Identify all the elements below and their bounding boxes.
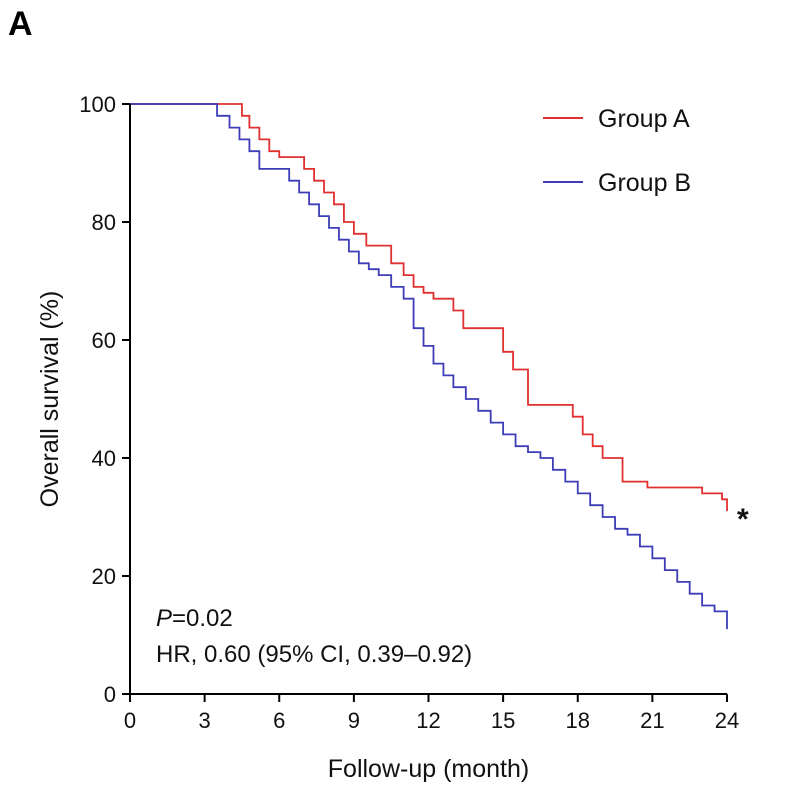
y-tick-label: 20 [92, 564, 116, 589]
y-tick-label: 40 [92, 446, 116, 471]
y-tick-label: 60 [92, 328, 116, 353]
x-tick-label: 12 [416, 708, 440, 733]
x-tick-label: 18 [566, 708, 590, 733]
x-tick-label: 6 [273, 708, 285, 733]
x-tick-label: 24 [715, 708, 739, 733]
legend: Group A Group B [543, 105, 691, 197]
series-line-group-a [130, 103, 728, 512]
x-tick-label: 15 [491, 708, 515, 733]
y-tick-label: 0 [104, 682, 116, 707]
x-tick-label: 3 [199, 708, 211, 733]
axes: 0 20 40 60 80 100 0 3 6 9 12 15 18 21 24 [79, 92, 739, 733]
y-axis-title: Overall survival (%) [36, 291, 64, 508]
x-tick-label: 9 [348, 708, 360, 733]
x-axis-title: Follow-up (month) [328, 755, 529, 783]
p-value-symbol: P [156, 605, 172, 632]
legend-label: Group A [598, 105, 690, 133]
y-tick-label: 80 [92, 210, 116, 235]
hazard-ratio-annotation: HR, 0.60 (95% CI, 0.39–0.92) [156, 641, 472, 668]
p-value-text: =0.02 [172, 605, 233, 632]
significance-marker: * [737, 503, 749, 536]
plot-area [130, 103, 728, 630]
p-value-annotation: P=0.02 [156, 605, 233, 632]
x-tick-label: 0 [124, 708, 136, 733]
panel-label: A [8, 5, 33, 43]
y-tick-label: 100 [79, 92, 116, 117]
x-tick-label: 21 [640, 708, 664, 733]
legend-label: Group B [598, 169, 691, 197]
series-line-group-b [130, 103, 728, 630]
